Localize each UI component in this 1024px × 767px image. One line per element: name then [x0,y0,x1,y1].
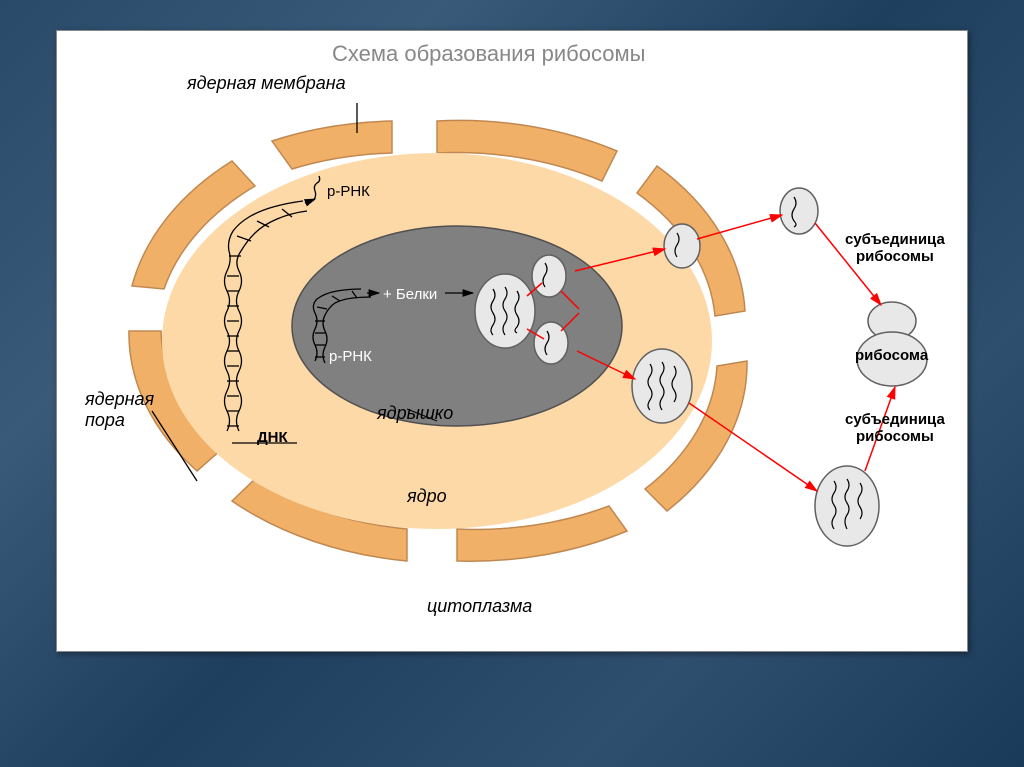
small-subunit-nucleus [664,224,700,268]
diagram-frame: Схема образования рибосомы [56,30,968,652]
label-rrna1: р-РНК [327,183,370,200]
diagram-svg: Схема образования рибосомы [57,31,967,651]
slide-background: Схема образования рибосомы [0,0,1024,767]
nucleolus [292,226,622,426]
ribosome-assembled [857,302,927,386]
label-nuclear-pore: ядерная пора [85,389,154,431]
rrna-label-2: р-РНК [329,348,372,365]
label-subunit-top: субъединица рибосомы [845,231,945,265]
small-subunit-cytoplasm [780,188,818,234]
label-nucleus: ядро [407,486,447,507]
label-nucleolus: ядрышко [377,403,453,424]
large-subunit-nucleus [632,349,692,423]
small-subunit-nucleolus-1 [532,255,566,297]
label-nuclear-membrane: ядерная мембрана [187,73,346,94]
label-cytoplasm: цитоплазма [427,596,532,617]
label-dna: ДНК [257,429,288,446]
large-subunit-cytoplasm [815,466,879,546]
proteins-label: + Белки [383,286,437,303]
title-text: Схема образования рибосомы [332,41,645,66]
label-subunit-bottom: субъединица рибосомы [845,411,945,445]
label-ribosome: рибосома [855,347,928,364]
large-subunit-nucleolus [475,274,535,348]
